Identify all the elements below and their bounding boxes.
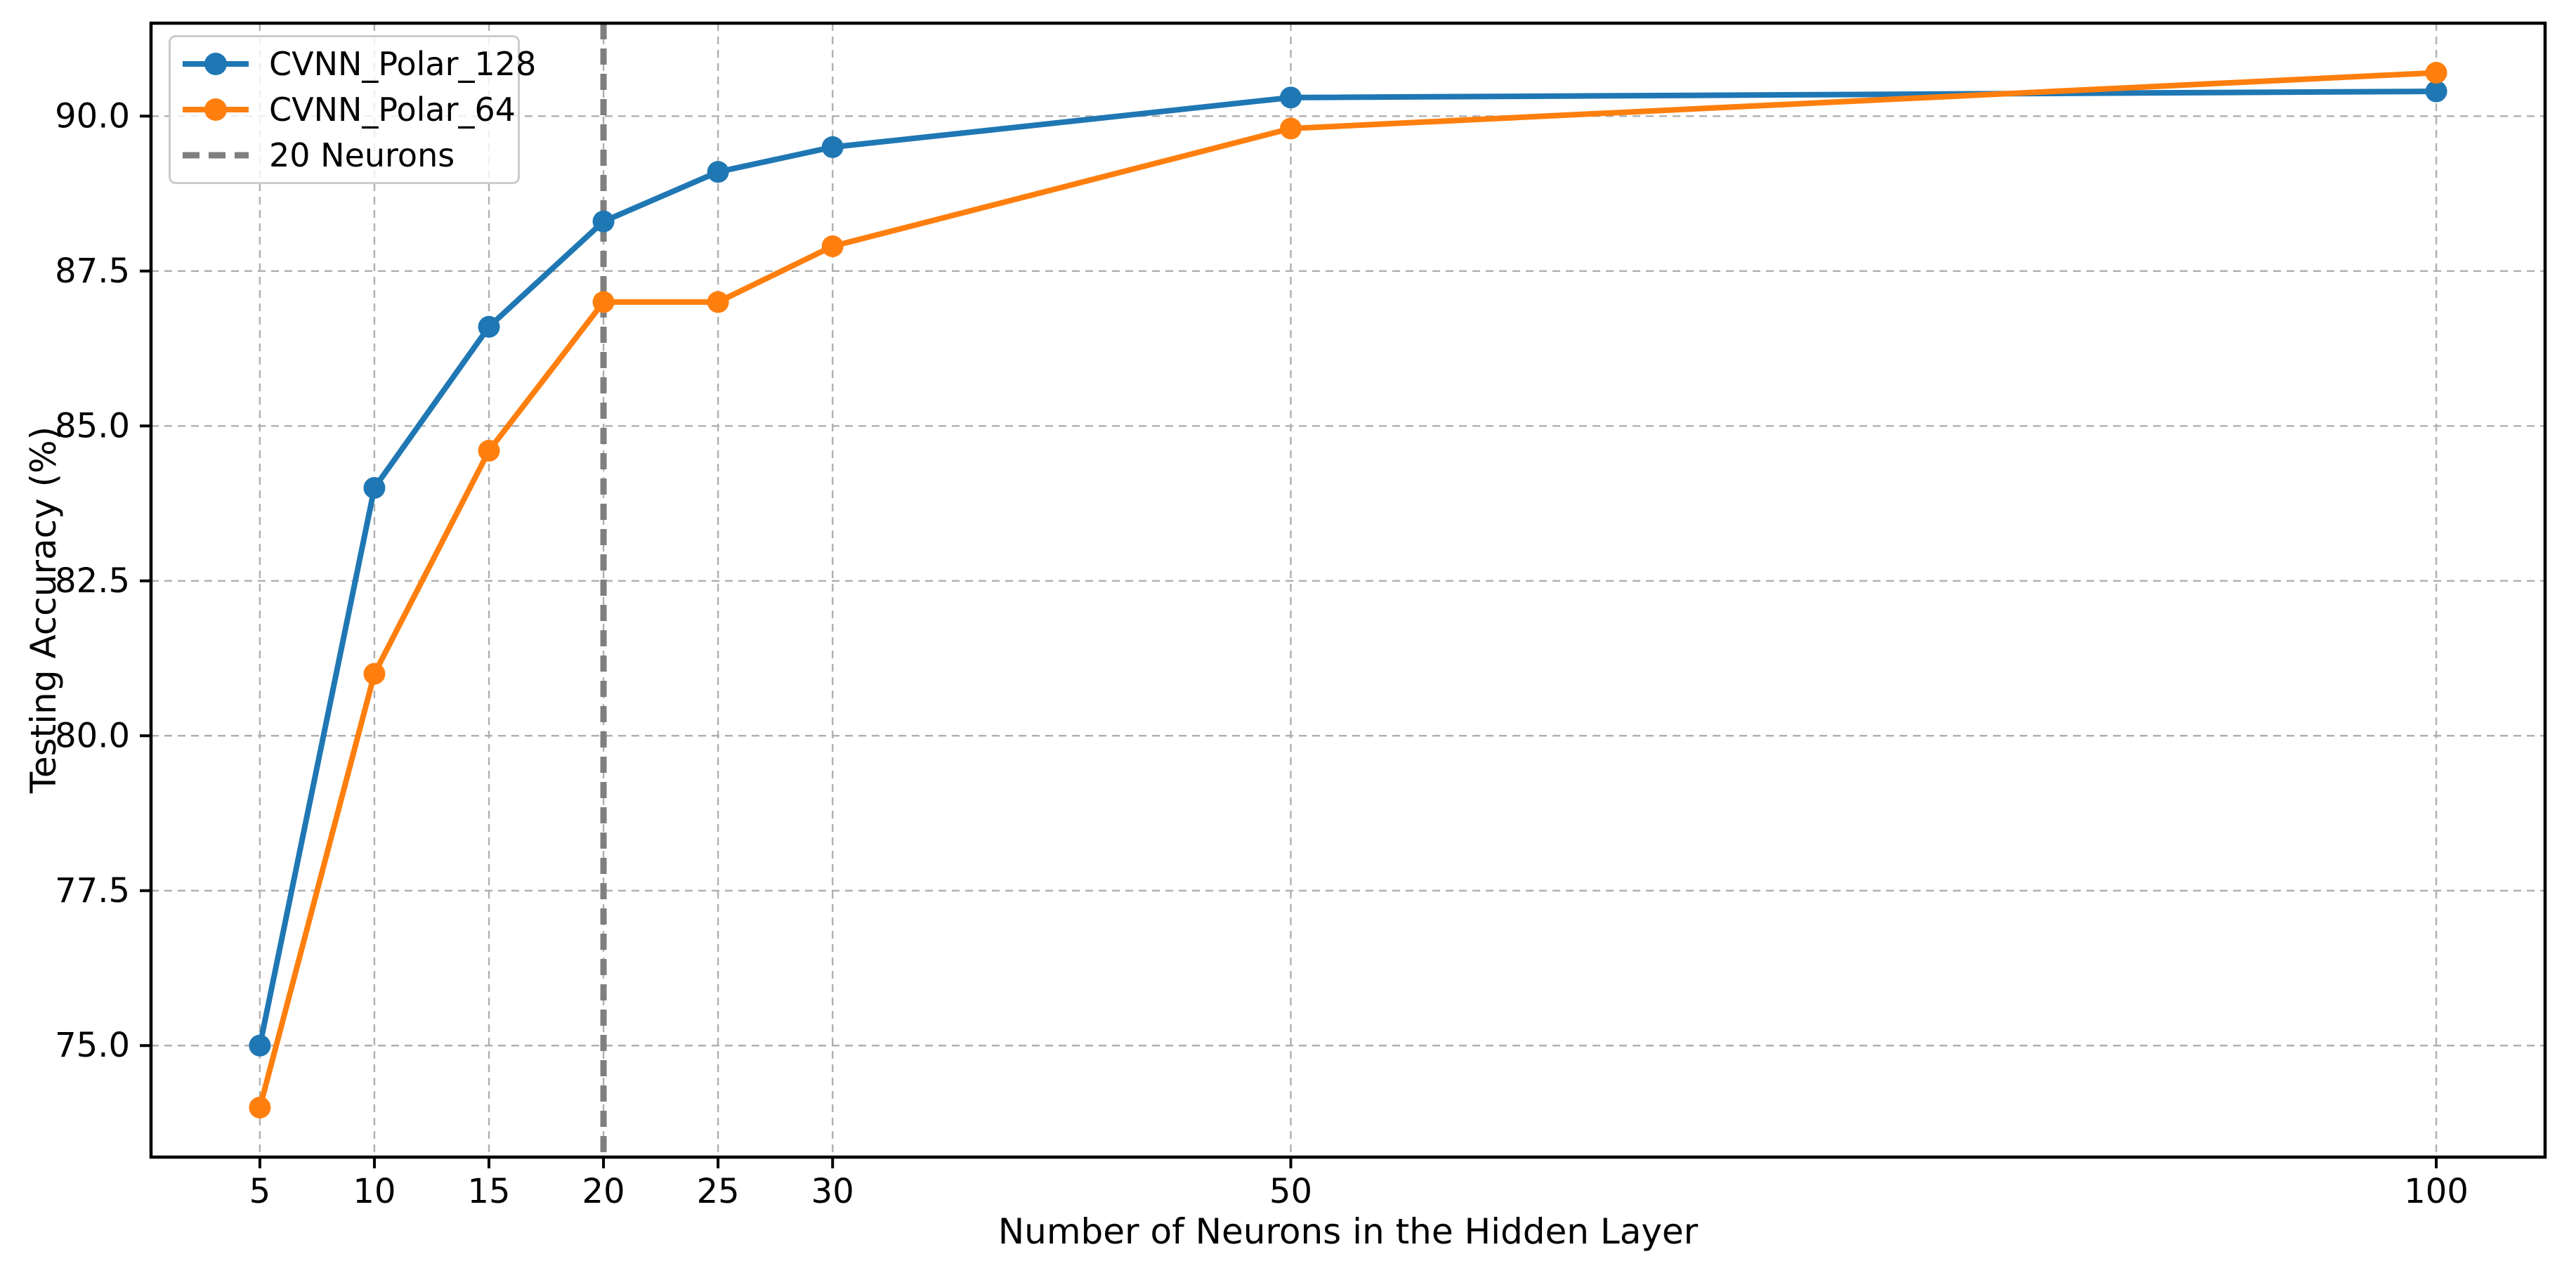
- data-point-marker: [1279, 86, 1302, 109]
- tick-labels: 5 10 15 20 25 30 50 100 75.0 77.5 80.0 82.5 85.0 87.5…: [55, 96, 2469, 1211]
- dashed-line-swatch-icon: [183, 152, 249, 159]
- x-tick-label: 20: [582, 1172, 625, 1211]
- line-marker-swatch-icon: [183, 53, 249, 76]
- data-point-marker: [2425, 80, 2447, 103]
- x-tick-label: 50: [1269, 1172, 1312, 1211]
- data-point-marker: [592, 210, 615, 233]
- data-point-marker: [707, 291, 729, 313]
- legend-item: CVNN_Polar_128: [181, 46, 536, 81]
- y-tick-label: 77.5: [55, 871, 130, 911]
- y-tick-label: 85.0: [55, 406, 130, 445]
- data-point-marker: [2425, 62, 2447, 84]
- legend-label: 20 Neurons: [269, 136, 455, 174]
- legend-label: CVNN_Polar_128: [269, 45, 537, 84]
- x-tick-label: 25: [697, 1172, 740, 1211]
- data-point-marker: [592, 291, 615, 313]
- series-CVNN_Polar_128: [249, 80, 2447, 1057]
- legend: CVNN_Polar_128 CVNN_Polar_64 20 Neurons: [169, 35, 536, 184]
- axes-spines: [149, 21, 2547, 1159]
- x-axis-title: Number of Neurons in the Hidden Layer: [998, 1211, 1699, 1252]
- data-point-marker: [249, 1034, 271, 1057]
- line-marker-swatch-icon: [183, 98, 249, 121]
- x-tick-label: 10: [353, 1172, 395, 1211]
- data-point-marker: [478, 440, 500, 462]
- data-point-marker: [363, 663, 386, 685]
- series-line: [256, 89, 2437, 1047]
- data-point-marker: [249, 1096, 271, 1118]
- x-tick-label: 100: [2404, 1172, 2469, 1211]
- y-tick-label: 82.5: [55, 561, 130, 601]
- y-tick-label: 80.0: [55, 716, 130, 755]
- legend-item: CVNN_Polar_64: [181, 92, 516, 127]
- x-tick-label: 5: [249, 1172, 271, 1211]
- data-point-marker: [707, 161, 729, 183]
- data-point-marker: [821, 136, 844, 158]
- gridlines: [151, 23, 2545, 1157]
- x-tick-label: 15: [467, 1172, 510, 1211]
- y-tick-label: 75.0: [55, 1026, 130, 1065]
- y-axis-title: Testing Accuracy (%): [23, 426, 64, 794]
- ticks: [140, 115, 2438, 1168]
- data-point-marker: [821, 235, 844, 258]
- data-point-marker: [1279, 117, 1302, 140]
- x-tick-label: 30: [811, 1172, 854, 1211]
- series-CVNN_Polar_64: [249, 62, 2447, 1118]
- y-tick-label: 87.5: [55, 252, 130, 291]
- data-point-marker: [478, 315, 500, 338]
- legend-label: CVNN_Polar_64: [269, 90, 516, 129]
- y-tick-label: 90.0: [55, 96, 130, 136]
- data-point-marker: [363, 476, 386, 499]
- series-line: [257, 70, 2437, 1109]
- legend-item: 20 Neurons: [181, 138, 508, 173]
